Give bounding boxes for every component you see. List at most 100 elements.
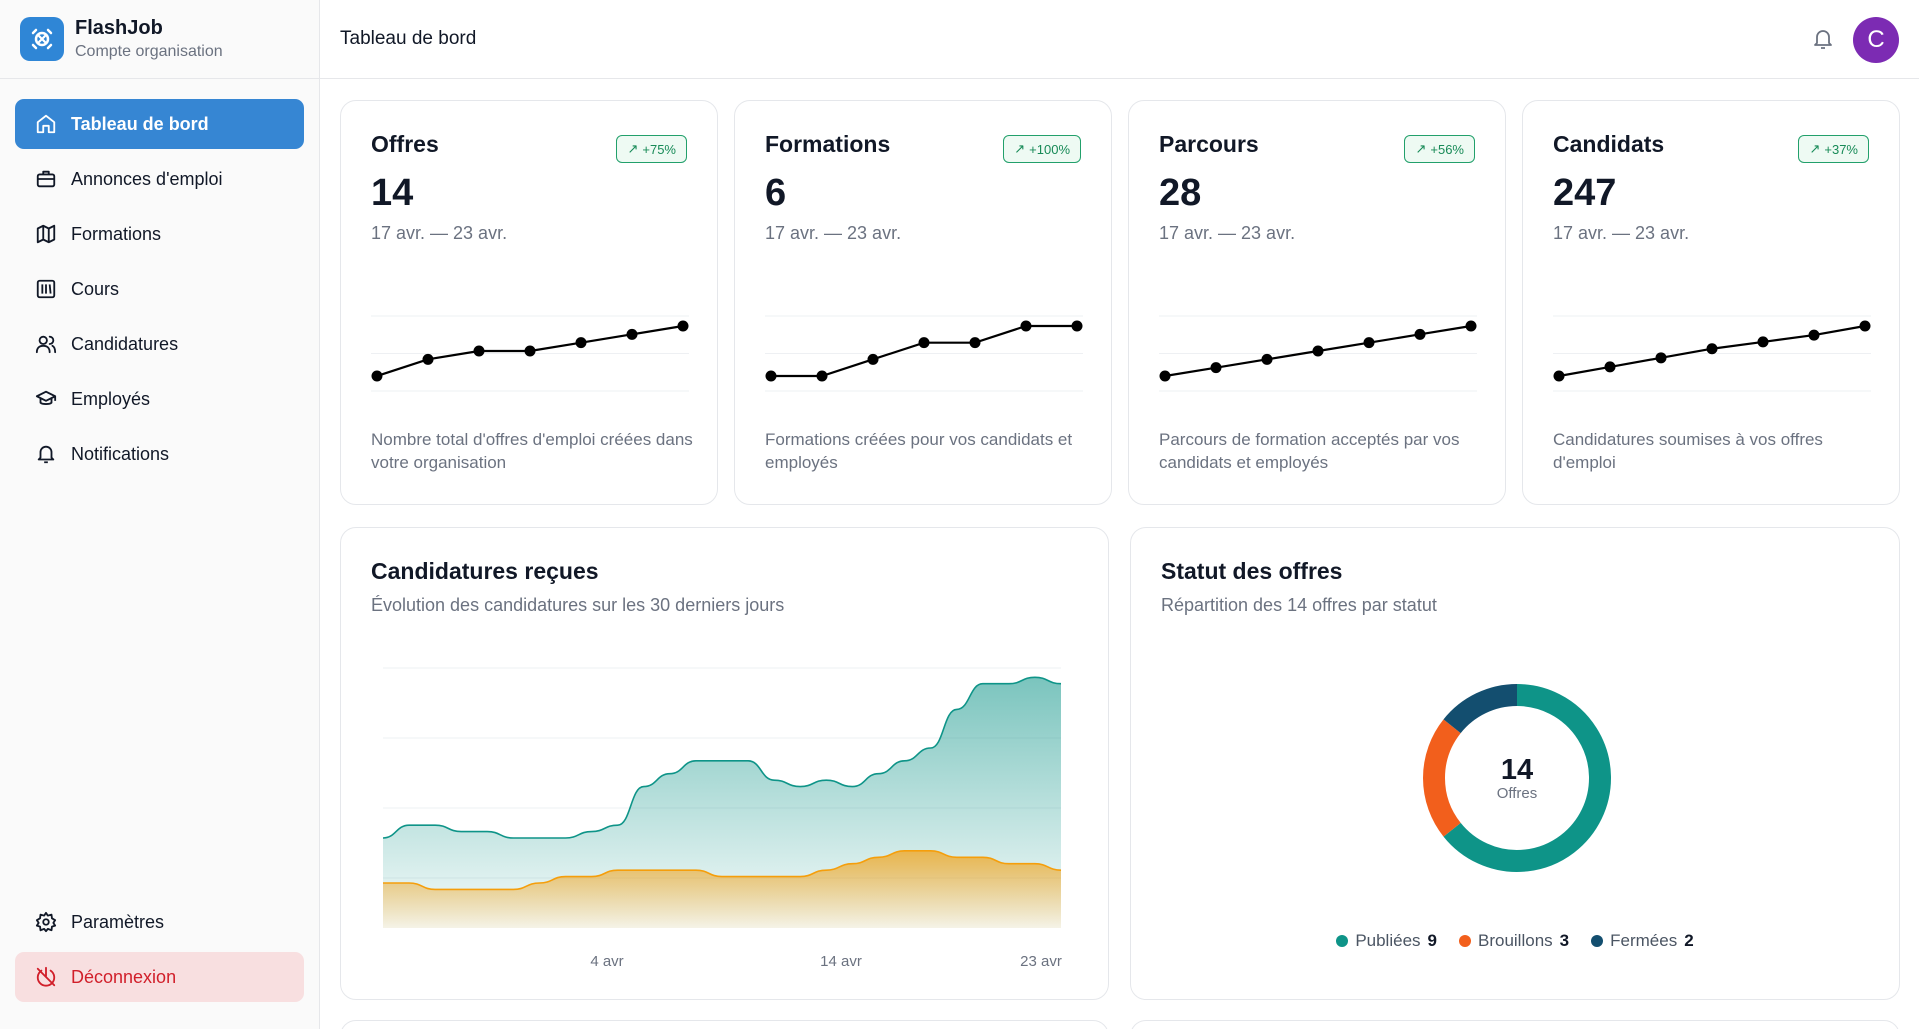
donut-center: 14 Offres: [1422, 683, 1612, 873]
sparkline-point: [575, 337, 587, 349]
sparkline-point: [626, 328, 638, 340]
nav-item-employees[interactable]: Employés: [15, 374, 304, 424]
stat-description: Nombre total d'offres d'emploi créées da…: [371, 430, 693, 472]
stat-card-trainings: Formations ↗ +100% 6 17 avr. — 23 avr. Fo…: [734, 100, 1112, 505]
home-icon: [35, 113, 57, 135]
legend-dot: [1591, 935, 1604, 947]
sparkline-chart: [765, 315, 1083, 392]
sparkline-point: [1604, 361, 1616, 373]
library-icon: [35, 278, 57, 300]
nav-item-courses[interactable]: Cours: [15, 264, 304, 314]
trend-up-icon: ↗: [1415, 141, 1427, 156]
sparkline-point: [816, 370, 828, 382]
area-fill: [383, 850, 1061, 928]
notifications-bell-icon[interactable]: [1811, 27, 1835, 51]
brand-subtitle: Compte organisation: [75, 43, 223, 60]
donut-slice: [1443, 684, 1611, 872]
sparkline-point: [1655, 352, 1667, 364]
sparkline-point: [1020, 320, 1032, 332]
area-line: [382, 676, 1062, 839]
page-title: Tableau de bord: [340, 28, 477, 49]
nav-item-label: Cours: [71, 278, 120, 299]
stat-description: Candidatures soumises à vos offres d'emp…: [1553, 430, 1823, 472]
chart-title: Statut des offres: [1161, 558, 1343, 584]
map-icon: [35, 223, 57, 245]
trend-up-icon: ↗: [627, 141, 639, 156]
sparkline-point: [1859, 320, 1871, 332]
donut-total-label: Offres: [1496, 784, 1538, 802]
stat-title: Parcours: [1159, 131, 1259, 157]
chart-subtitle: Évolution des candidatures sur les 30 de…: [371, 595, 785, 615]
stat-card-paths: Parcours ↗ +56% 28 17 avr. — 23 avr. Parc…: [1128, 100, 1506, 505]
trend-up-icon: ↗: [1809, 141, 1821, 156]
stat-value: 6: [765, 172, 787, 214]
nav-item-trainings[interactable]: Formations: [15, 209, 304, 259]
sidebar-footer: Paramètres Déconnexion: [15, 897, 304, 1007]
sparkline-point: [1414, 328, 1426, 340]
logout-label: Déconnexion: [71, 966, 177, 987]
trend-up-icon: ↗: [1014, 141, 1026, 156]
nav-item-notifications[interactable]: Notifications: [15, 429, 304, 479]
sparkline-point: [1159, 370, 1171, 382]
briefcase-icon: [35, 168, 57, 190]
sparkline-point: [1706, 343, 1718, 355]
stat-card-candidates: Candidats ↗ +37% 247 17 avr. — 23 avr. Ca…: [1522, 100, 1900, 505]
user-avatar[interactable]: C: [1853, 17, 1899, 63]
nav-item-dashboard[interactable]: Tableau de bord: [15, 99, 304, 149]
chart-title: Candidatures reçues: [371, 558, 599, 584]
sidebar: FlashJob Compte organisation Tableau de …: [0, 0, 320, 1029]
trend-badge: ↗ +100%: [1003, 135, 1081, 163]
stat-title: Formations: [765, 131, 891, 157]
nav-item-applications[interactable]: Candidatures: [15, 319, 304, 369]
stat-value: 247: [1553, 172, 1617, 214]
stat-range: 17 avr. — 23 avr.: [1159, 223, 1296, 243]
donut-legend: Publiées 9 Brouillons 3 Fermées 2: [1131, 931, 1899, 951]
legend-item-drafts: Brouillons 3: [1459, 931, 1569, 951]
legend-item-published: Publiées 9: [1336, 931, 1437, 951]
x-tick-label: 14 avr: [820, 953, 862, 970]
trend-badge: ↗ +75%: [616, 135, 687, 163]
donut-total: 14: [1500, 753, 1534, 786]
sparkline-point: [524, 345, 536, 357]
sparkline-point: [1261, 353, 1273, 365]
donut-slice: [1443, 684, 1518, 734]
logout-icon: [35, 966, 57, 988]
nav-item-label: Tableau de bord: [71, 113, 209, 134]
sparkline-point: [677, 320, 689, 332]
brand-logo-icon: [20, 17, 64, 61]
top-bar: Tableau de bord C: [320, 0, 1919, 79]
sparkline-point: [918, 337, 930, 349]
bottom-card: [340, 1020, 1109, 1029]
sparkline-point: [1553, 370, 1565, 382]
x-tick-label: 4 avr: [590, 953, 623, 970]
x-tick-label: 23 avr: [1020, 953, 1062, 970]
nav-item-label: Paramètres: [71, 911, 165, 932]
sparkline-point: [473, 345, 485, 357]
sparkline-point: [1808, 329, 1820, 341]
nav-item-label: Employés: [71, 388, 151, 409]
sparkline-point: [1312, 345, 1324, 357]
sparkline-point: [1210, 362, 1222, 374]
logout-button[interactable]: Déconnexion: [15, 952, 304, 1002]
nav-item-settings[interactable]: Paramètres: [15, 897, 304, 947]
stat-description: Parcours de formation acceptés par vos c…: [1159, 430, 1460, 472]
legend-dot: [1336, 935, 1349, 947]
stat-description: Formations créées pour vos candidats et …: [765, 430, 1073, 472]
sparkline-point: [969, 337, 981, 349]
nav-item-job-ads[interactable]: Annonces d'emploi: [15, 154, 304, 204]
applications-area-chart: 4 avr 14 avr 23 avr: [382, 667, 1062, 970]
legend-dot: [1459, 935, 1471, 947]
bell-icon: [35, 443, 57, 465]
bottom-card: [1130, 1020, 1900, 1029]
sparkline-chart: [371, 315, 689, 392]
area-line: [383, 850, 1062, 891]
sparkline-point: [1363, 337, 1375, 349]
sparkline-point: [371, 370, 383, 382]
sparkline-point: [1757, 336, 1769, 348]
graduation-cap-icon: [35, 388, 57, 410]
nav-item-label: Notifications: [71, 443, 170, 464]
stat-value: 14: [371, 172, 414, 214]
nav-item-label: Candidatures: [71, 333, 179, 354]
brand[interactable]: FlashJob Compte organisation: [0, 0, 319, 79]
stat-title: Candidats: [1553, 131, 1665, 157]
